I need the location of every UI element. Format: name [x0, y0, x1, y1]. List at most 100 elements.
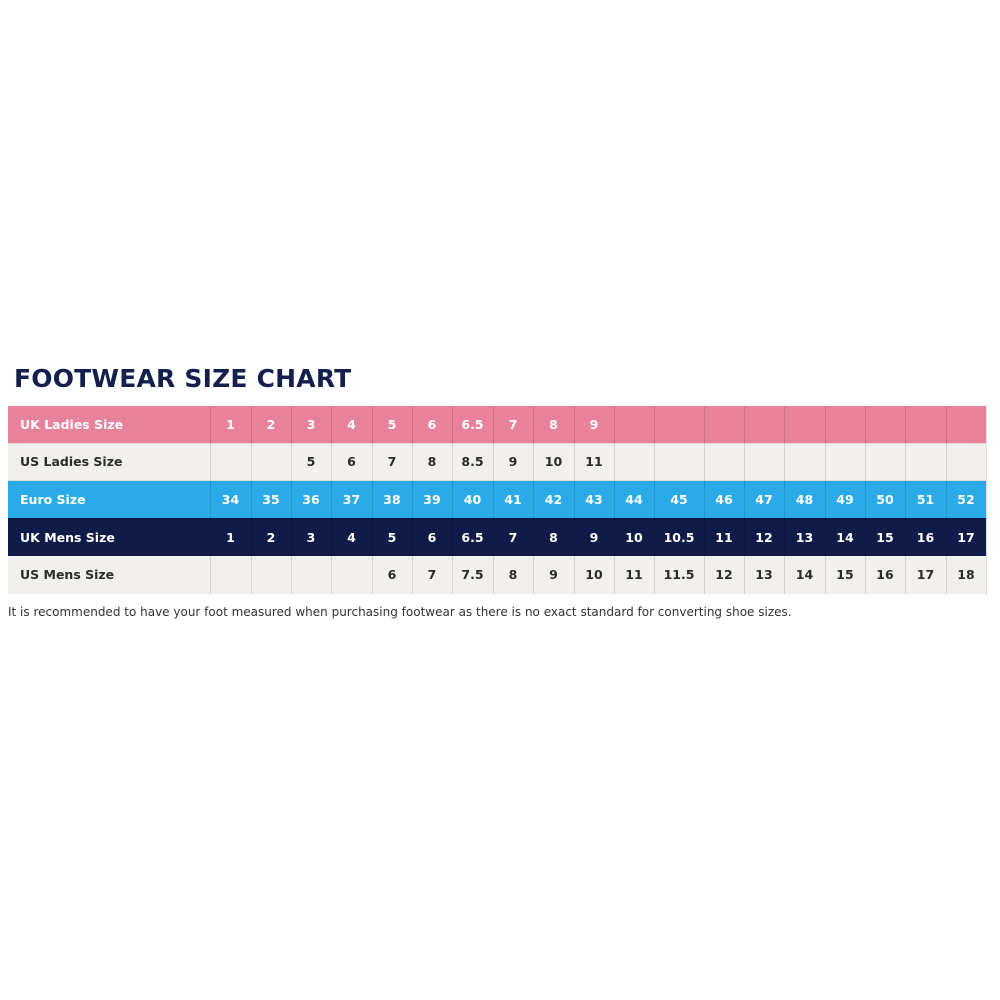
size-cell: 6	[372, 555, 413, 594]
size-cell: 6	[412, 406, 453, 444]
size-cell	[946, 406, 987, 444]
size-cell: 6	[331, 443, 373, 482]
size-cell: 47	[744, 480, 785, 519]
size-cell: 11	[614, 555, 655, 594]
size-cell	[825, 443, 866, 482]
size-cell: 13	[744, 555, 785, 594]
size-cell	[784, 443, 826, 482]
row-label: Euro Size	[8, 480, 211, 519]
size-cell: 5	[291, 443, 332, 482]
size-cell: 42	[533, 480, 575, 519]
size-cell: 17	[946, 518, 987, 557]
size-cell: 9	[574, 518, 615, 557]
row-label: US Mens Size	[8, 555, 211, 594]
size-cell	[825, 406, 866, 444]
size-cell: 44	[614, 480, 655, 519]
size-cell: 10	[574, 555, 615, 594]
size-cell: 5	[372, 406, 413, 444]
size-cell: 11.5	[654, 555, 705, 594]
size-cell: 13	[784, 518, 826, 557]
size-cell	[865, 443, 906, 482]
size-cell: 35	[251, 480, 292, 519]
size-cell: 43	[574, 480, 615, 519]
size-cell: 9	[493, 443, 534, 482]
size-cell	[654, 443, 705, 482]
table-row: UK Ladies Size 1 2 3 4 5 6 6.5 7 8 9	[8, 406, 987, 444]
table-row: Euro Size 34 35 36 37 38 39 40 41 42 43 44 45 46 47 48 4…	[8, 480, 987, 519]
size-cell: 48	[784, 480, 826, 519]
size-cell: 8	[412, 443, 453, 482]
size-cell: 2	[251, 406, 292, 444]
size-cell: 8	[493, 555, 534, 594]
size-cell: 3	[291, 406, 332, 444]
size-cell	[704, 443, 745, 482]
size-cell: 8	[533, 406, 575, 444]
size-cell: 15	[865, 518, 906, 557]
size-cell: 14	[825, 518, 866, 557]
size-cell: 6.5	[452, 406, 494, 444]
size-cell: 51	[905, 480, 947, 519]
size-cell: 7	[493, 406, 534, 444]
size-cell: 7	[412, 555, 453, 594]
size-cell	[210, 443, 252, 482]
size-cell: 11	[574, 443, 615, 482]
size-cell: 46	[704, 480, 745, 519]
size-cell: 6	[412, 518, 453, 557]
size-chart-table: UK Ladies Size 1 2 3 4 5 6 6.5 7 8 9 US Ladies Size…	[8, 406, 987, 594]
size-cell	[251, 443, 292, 482]
row-label: UK Ladies Size	[8, 406, 211, 444]
size-cell	[614, 443, 655, 482]
size-cell: 40	[452, 480, 494, 519]
size-cell: 14	[784, 555, 826, 594]
size-cell: 10	[533, 443, 575, 482]
size-cell: 37	[331, 480, 373, 519]
size-cell: 38	[372, 480, 413, 519]
size-cell: 50	[865, 480, 906, 519]
size-cell: 12	[744, 518, 785, 557]
size-cell: 7.5	[452, 555, 494, 594]
size-cell	[865, 406, 906, 444]
size-cell	[291, 555, 332, 594]
disclaimer-note: It is recommended to have your foot meas…	[8, 605, 792, 619]
size-cell	[704, 406, 745, 444]
size-cell: 10.5	[654, 518, 705, 557]
table-row: US Ladies Size 5 6 7 8 8.5 9 10 11	[8, 443, 987, 482]
size-cell: 8	[533, 518, 575, 557]
size-cell: 9	[574, 406, 615, 444]
size-cell: 7	[372, 443, 413, 482]
size-cell: 16	[905, 518, 947, 557]
size-cell	[946, 443, 987, 482]
size-cell	[210, 555, 252, 594]
row-label: UK Mens Size	[8, 518, 211, 557]
size-cell: 8.5	[452, 443, 494, 482]
size-cell: 9	[533, 555, 575, 594]
row-label: US Ladies Size	[8, 443, 211, 482]
size-cell: 1	[210, 518, 252, 557]
size-cell: 39	[412, 480, 453, 519]
page-title: FOOTWEAR SIZE CHART	[14, 364, 352, 393]
size-cell: 52	[946, 480, 987, 519]
size-cell: 1	[210, 406, 252, 444]
size-cell: 15	[825, 555, 866, 594]
size-cell	[331, 555, 373, 594]
size-cell: 7	[493, 518, 534, 557]
size-cell: 18	[946, 555, 987, 594]
size-cell: 6.5	[452, 518, 494, 557]
size-cell: 17	[905, 555, 947, 594]
table-row: US Mens Size 6 7 7.5 8 9 10 11 11.5 12 13 14 15 16 17 1…	[8, 555, 987, 594]
size-cell: 45	[654, 480, 705, 519]
size-cell	[744, 443, 785, 482]
size-cell	[654, 406, 705, 444]
size-cell: 10	[614, 518, 655, 557]
size-cell: 3	[291, 518, 332, 557]
size-cell: 11	[704, 518, 745, 557]
size-cell: 36	[291, 480, 332, 519]
size-cell	[784, 406, 826, 444]
size-cell	[744, 406, 785, 444]
size-cell: 2	[251, 518, 292, 557]
size-cell	[905, 406, 947, 444]
table-row: UK Mens Size 1 2 3 4 5 6 6.5 7 8 9 10 10.5 11 12 13 14 15…	[8, 518, 987, 557]
size-cell: 49	[825, 480, 866, 519]
size-cell: 41	[493, 480, 534, 519]
size-cell: 34	[210, 480, 252, 519]
